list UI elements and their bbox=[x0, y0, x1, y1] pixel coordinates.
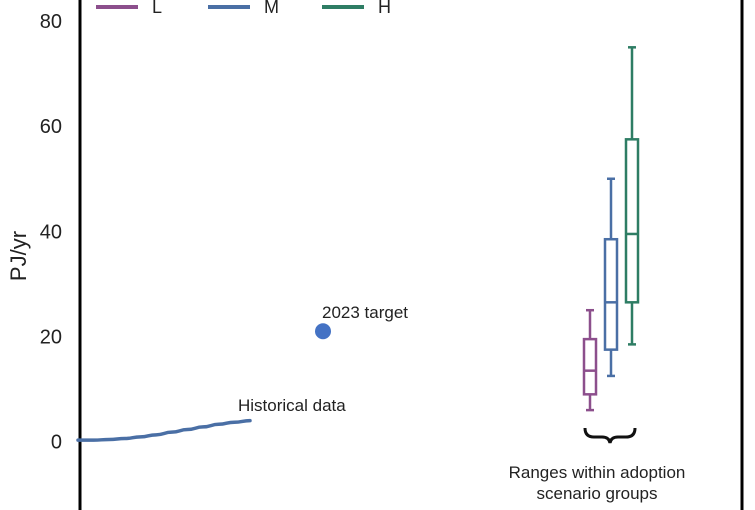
historical-label: Historical data bbox=[238, 396, 346, 415]
brace bbox=[583, 427, 637, 444]
boxplot-H bbox=[624, 46, 640, 346]
brace-label-line: scenario groups bbox=[537, 484, 658, 503]
box bbox=[624, 138, 640, 304]
y-tick-label: 40 bbox=[40, 221, 62, 243]
box bbox=[603, 237, 619, 351]
axes bbox=[78, 0, 744, 510]
target-point bbox=[315, 323, 331, 340]
legend-label: M bbox=[264, 0, 279, 17]
brace-group: Ranges within adoption scenario groups bbox=[509, 427, 686, 503]
legend-label: L bbox=[152, 0, 162, 17]
y-ticks: 0 20 40 60 80 bbox=[40, 11, 62, 454]
y-tick-label: 60 bbox=[40, 116, 62, 138]
boxplot-M bbox=[603, 177, 619, 378]
brace-label-line: Ranges within adoption bbox=[509, 463, 686, 482]
y-axis-label: PJ/yr bbox=[6, 231, 31, 281]
y-tick-label: 0 bbox=[51, 432, 62, 454]
boxplot-L bbox=[582, 308, 598, 412]
historical-series: Historical data bbox=[76, 396, 346, 442]
target-group: 2023 target bbox=[315, 303, 408, 340]
boxplots bbox=[582, 46, 640, 412]
y-tick-label: 80 bbox=[40, 11, 62, 33]
legend-label: H bbox=[378, 0, 391, 17]
target-label: 2023 target bbox=[322, 303, 408, 322]
box bbox=[582, 337, 598, 396]
historical-line bbox=[76, 418, 252, 442]
y-tick-label: 20 bbox=[40, 326, 62, 348]
